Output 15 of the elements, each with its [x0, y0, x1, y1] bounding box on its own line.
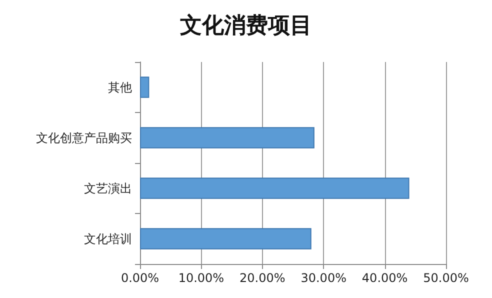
y-tick-label: 其他 — [108, 80, 132, 94]
x-tick-label: 30.00% — [300, 271, 346, 285]
x-tick-label: 20.00% — [240, 271, 286, 285]
bar — [140, 76, 150, 98]
x-tick-label: 10.00% — [178, 271, 224, 285]
x-tick-label: 0.00% — [120, 271, 160, 285]
y-tick-label: 文艺演出 — [84, 181, 132, 196]
bar — [140, 178, 410, 199]
chart-title: 文化消费项目 — [179, 12, 312, 38]
y-tick-label: 文化培训 — [84, 232, 132, 246]
bar — [140, 228, 312, 250]
y-tick-label: 文化创意产品购买 — [36, 130, 132, 145]
x-tick-label: 50.00% — [423, 271, 469, 285]
x-tick-label: 40.00% — [362, 271, 408, 285]
bar — [140, 127, 314, 148]
